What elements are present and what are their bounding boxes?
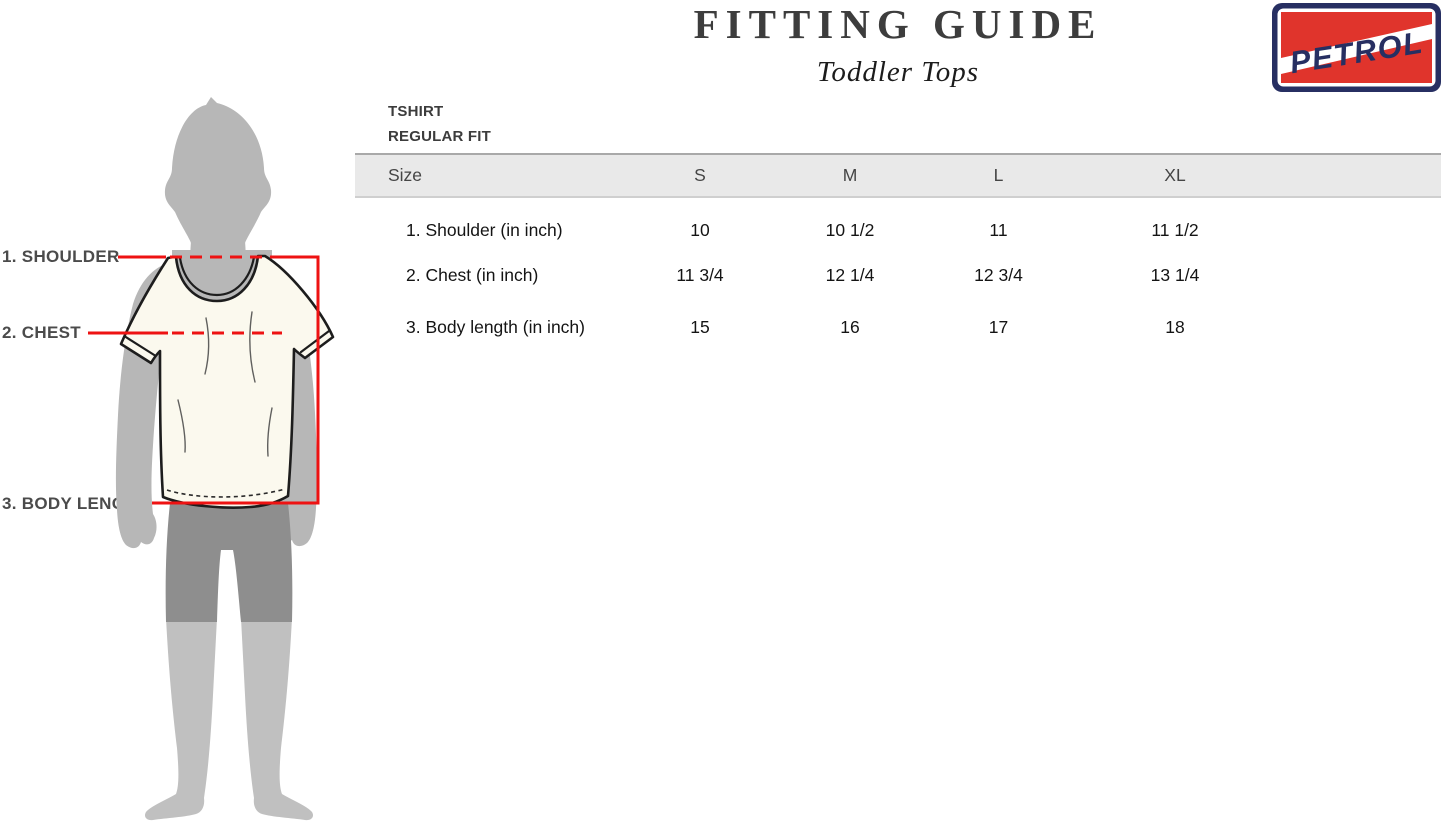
toddler-silhouette-figure bbox=[88, 97, 335, 821]
column-header-filler bbox=[1278, 154, 1441, 197]
table-row-chest: 2. Chest (in inch) 11 3/4 12 1/4 12 3/4 … bbox=[355, 249, 1441, 301]
row-label: 2. Chest (in inch) bbox=[406, 264, 539, 285]
table-row-shoulder: 1. Shoulder (in inch) 10 10 1/2 11 11 1/… bbox=[355, 197, 1441, 249]
row-label: 3. Body length (in inch) bbox=[406, 316, 585, 337]
column-header-xl: XL bbox=[1164, 165, 1186, 185]
silhouette-left-leg bbox=[144, 618, 217, 821]
page-subtitle: Toddler Tops bbox=[816, 56, 980, 88]
cell-value: 11 3/4 bbox=[676, 264, 724, 285]
cell-filler bbox=[1278, 249, 1441, 301]
cell-value: 17 bbox=[988, 316, 1009, 337]
label-body-length: 3. BODY LENGTH bbox=[2, 494, 149, 513]
column-header-m: M bbox=[842, 165, 858, 185]
petrol-logo-graphic: PETROL bbox=[1272, 3, 1441, 92]
column-header-s: S bbox=[694, 165, 706, 185]
cell-value: 15 bbox=[690, 316, 710, 337]
table-row-body-length: 3. Body length (in inch) 15 16 17 18 bbox=[355, 301, 1441, 353]
row-label: 1. Shoulder (in inch) bbox=[406, 220, 563, 240]
column-header-size: Size bbox=[388, 165, 423, 185]
tshirt-right-cuff-line bbox=[299, 329, 331, 354]
silhouette-right-leg bbox=[241, 618, 314, 821]
silhouette-shorts bbox=[165, 503, 293, 622]
tshirt-wrinkle bbox=[249, 311, 256, 383]
silhouette-head bbox=[164, 97, 272, 268]
tshirt-collar-inner-line bbox=[178, 255, 256, 297]
tshirt-outline bbox=[119, 254, 335, 509]
cell-value: 12 1/4 bbox=[825, 264, 875, 285]
cell-value: 12 3/4 bbox=[974, 264, 1023, 285]
page-title: FITTING GUIDE bbox=[693, 1, 1103, 47]
tshirt-wrinkle bbox=[177, 399, 186, 453]
cell-value: 10 1/2 bbox=[825, 220, 875, 240]
cell-filler bbox=[1278, 301, 1441, 353]
petrol-logo: PETROL bbox=[1272, 3, 1441, 92]
table-title-line1: TSHIRT bbox=[388, 103, 444, 120]
column-header-l: L bbox=[993, 165, 1004, 185]
header: FITTING GUIDE Toddler Tops bbox=[355, 0, 1441, 89]
size-table: Size S M L XL 1. Shoulder (in inch) 10 1… bbox=[355, 153, 1441, 353]
size-table-header-row: Size S M L XL bbox=[355, 154, 1441, 197]
cell-value: 13 1/4 bbox=[1150, 264, 1200, 285]
table-title-line2: REGULAR FIT bbox=[388, 128, 492, 145]
measurement-annotation-lines bbox=[88, 255, 320, 505]
tshirt-hem-stitch bbox=[166, 488, 286, 498]
cell-value: 10 bbox=[690, 220, 710, 240]
label-chest: 2. CHEST bbox=[2, 323, 81, 342]
cell-value: 18 bbox=[1165, 316, 1185, 337]
cell-value: 11 1/2 bbox=[1151, 220, 1199, 240]
label-shoulder: 1. SHOULDER bbox=[2, 247, 120, 266]
cell-filler bbox=[1278, 197, 1441, 249]
tshirt-wrinkle bbox=[204, 317, 210, 375]
tshirt-illustration bbox=[119, 254, 335, 509]
table-title: TSHIRT REGULAR FIT bbox=[388, 99, 491, 149]
cell-value: 11 bbox=[989, 220, 1008, 240]
cell-value: 16 bbox=[840, 316, 860, 337]
tshirt-wrinkle bbox=[266, 407, 273, 457]
tshirt-left-cuff-line bbox=[123, 335, 157, 357]
